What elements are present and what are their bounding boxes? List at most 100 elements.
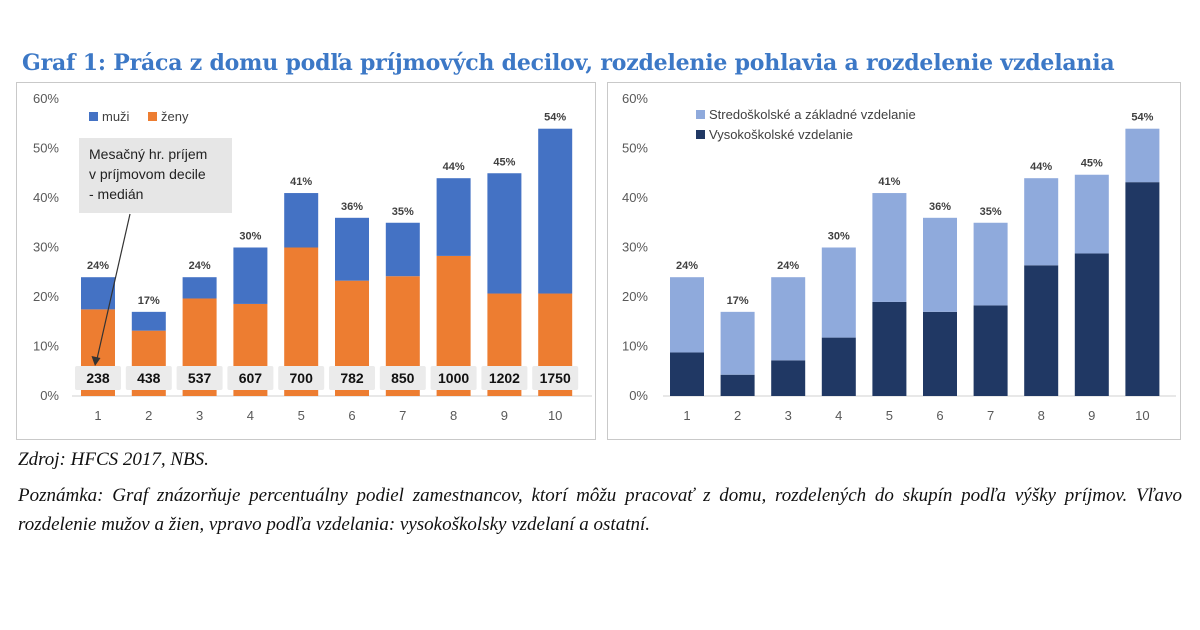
right-y-tick-label: 60% xyxy=(622,91,648,106)
figure-title: Graf 1: Práca z domu podľa príjmových de… xyxy=(22,50,1115,76)
left-x-tick-label: 9 xyxy=(501,408,508,423)
legend-swatch xyxy=(89,112,98,121)
income-label: 238 xyxy=(86,370,110,386)
source-text: Zdroj: HFCS 2017, NBS. xyxy=(18,449,209,470)
left-bar-top-segment xyxy=(284,193,319,248)
annotation-arrow-head xyxy=(91,356,101,366)
left-bar-top-segment xyxy=(131,311,166,331)
annotation-arrow-line xyxy=(96,213,131,360)
right-y-tick-label: 50% xyxy=(622,141,648,156)
education-chart: 0% 10% 20% 30% 40% 50% 60% 24% 1 17% 2 24% 3 30% 4 41% 5… xyxy=(622,91,1176,423)
left-bar-top-segment xyxy=(385,222,420,277)
note-text: Poznámka: Graf znázorňuje percentuálny p… xyxy=(18,485,1182,535)
left-x-tick-label: 2 xyxy=(145,408,152,423)
left-total-label: 45% xyxy=(493,156,515,168)
right-bar-top-segment xyxy=(923,217,957,312)
right-x-tick-label: 1 xyxy=(683,408,690,423)
income-label: 537 xyxy=(188,370,212,386)
left-total-label: 35% xyxy=(392,206,414,218)
right-total-label: 24% xyxy=(777,260,799,272)
right-bar-bottom-segment xyxy=(1074,253,1109,396)
right-y-tick-label: 40% xyxy=(622,190,648,205)
right-x-tick-label: 4 xyxy=(835,408,842,423)
income-label: 850 xyxy=(391,370,415,386)
right-total-label: 17% xyxy=(727,295,749,307)
left-y-tick-label: 40% xyxy=(33,190,59,205)
legend-label: Stredoškolské a základné vzdelanie xyxy=(709,107,916,122)
right-x-tick-label: 9 xyxy=(1088,408,1095,423)
left-total-label: 17% xyxy=(138,295,160,307)
income-label-box xyxy=(176,366,223,390)
right-bar-bottom-segment xyxy=(771,360,806,396)
left-bar-top-segment xyxy=(487,173,522,294)
left-total-label: 44% xyxy=(443,161,465,173)
income-label-box xyxy=(532,366,579,390)
right-y-tick-label: 20% xyxy=(622,289,648,304)
left-bar-top-segment xyxy=(538,128,573,294)
left-bar-top-segment xyxy=(233,247,268,304)
right-bar-top-segment xyxy=(771,277,806,361)
annotation-text: - medián xyxy=(89,186,143,202)
left-x-tick-label: 3 xyxy=(196,408,203,423)
left-y-tick-label: 60% xyxy=(33,91,59,106)
left-total-label: 24% xyxy=(87,260,109,272)
legend-swatch xyxy=(696,130,705,139)
right-y-tick-label: 30% xyxy=(622,240,648,255)
left-total-label: 24% xyxy=(189,260,211,272)
income-label-box xyxy=(125,366,172,390)
income-label-box xyxy=(481,366,528,390)
left-y-tick-label: 30% xyxy=(33,240,59,255)
right-bar-bottom-segment xyxy=(821,337,856,396)
right-total-label: 36% xyxy=(929,201,951,213)
left-total-label: 36% xyxy=(341,201,363,213)
left-total-label: 54% xyxy=(544,112,566,124)
right-bar-top-segment xyxy=(670,277,704,353)
right-x-tick-label: 5 xyxy=(886,408,893,423)
right-y-tick-label: 0% xyxy=(629,388,648,403)
income-label: 1000 xyxy=(438,370,469,386)
right-total-label: 45% xyxy=(1081,158,1103,170)
right-bar-top-segment xyxy=(720,311,755,375)
income-label-box xyxy=(278,366,325,390)
right-bar-top-segment xyxy=(1024,178,1059,266)
right-bar-bottom-segment xyxy=(923,311,957,396)
right-bar-bottom-segment xyxy=(1125,182,1160,396)
legend-swatch xyxy=(148,112,157,121)
left-bar-top-segment xyxy=(182,277,217,299)
right-bar-top-segment xyxy=(1074,174,1109,254)
left-x-tick-label: 7 xyxy=(399,408,406,423)
left-x-tick-label: 6 xyxy=(348,408,355,423)
income-label: 1750 xyxy=(540,370,571,386)
left-x-tick-label: 5 xyxy=(298,408,305,423)
left-x-tick-label: 4 xyxy=(247,408,254,423)
income-label-box xyxy=(75,366,121,390)
right-bar-bottom-segment xyxy=(720,374,755,396)
right-bar-bottom-segment xyxy=(1024,265,1059,396)
right-bar-bottom-segment xyxy=(973,305,1008,396)
left-total-label: 30% xyxy=(239,231,261,243)
left-y-tick-label: 50% xyxy=(33,141,59,156)
right-x-tick-label: 10 xyxy=(1135,408,1149,423)
right-x-tick-label: 8 xyxy=(1038,408,1045,423)
left-bar-top-segment xyxy=(436,178,471,256)
right-total-label: 54% xyxy=(1131,112,1153,124)
annotation-box xyxy=(79,138,232,213)
right-total-label: 24% xyxy=(676,260,698,272)
income-label: 782 xyxy=(340,370,364,386)
right-total-label: 44% xyxy=(1030,161,1052,173)
left-y-tick-label: 0% xyxy=(40,388,59,403)
left-y-tick-label: 20% xyxy=(33,289,59,304)
income-label: 607 xyxy=(239,370,263,386)
income-label: 438 xyxy=(137,370,161,386)
income-label-box xyxy=(430,366,477,390)
legend-label: ženy xyxy=(161,109,189,124)
right-bar-bottom-segment xyxy=(670,352,704,396)
right-total-label: 35% xyxy=(980,206,1002,218)
annotation-text: Mesačný hr. príjem xyxy=(89,146,207,162)
right-bar-top-segment xyxy=(1125,128,1160,183)
legend-label: Vysokoškolské vzdelanie xyxy=(709,127,853,142)
right-x-tick-label: 3 xyxy=(785,408,792,423)
legend-label: muži xyxy=(102,109,130,124)
right-total-label: 41% xyxy=(878,176,900,188)
income-label-box xyxy=(379,366,426,390)
